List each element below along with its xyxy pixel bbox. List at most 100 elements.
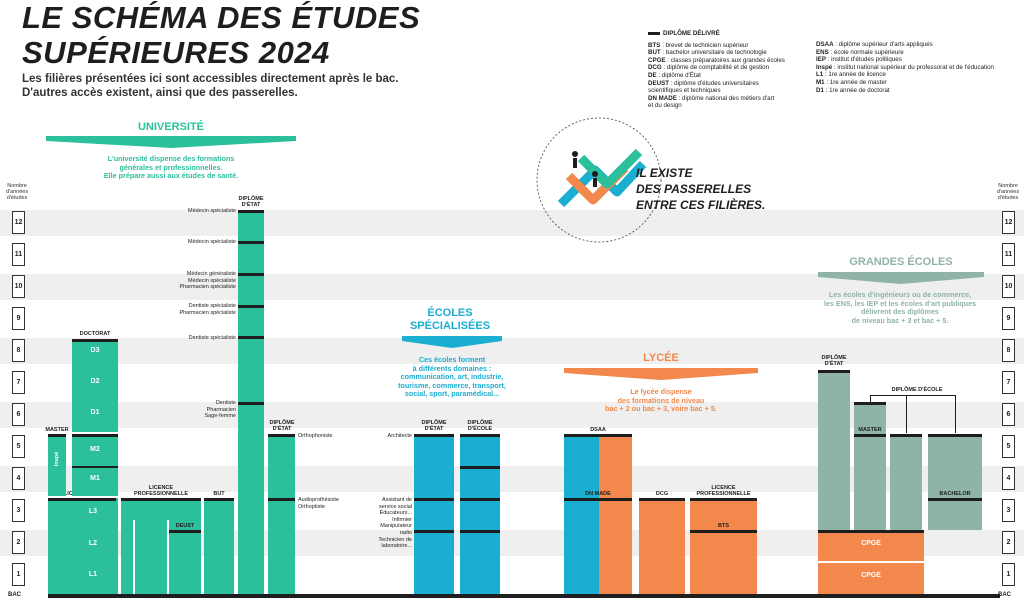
year-band xyxy=(0,338,1024,364)
universite-description: L'université dispense des formations géné… xyxy=(103,154,239,181)
bts-label: BTS xyxy=(718,523,729,529)
ge-col4 xyxy=(928,434,982,530)
lycee-arrow xyxy=(564,368,758,380)
inspe-column xyxy=(48,434,66,496)
grandes-ecoles-description: Les écoles d'ingénieurs ou de commerce, l… xyxy=(823,290,977,325)
legend-left-list: BTS : brevet de technicien supérieur BUT … xyxy=(648,42,785,110)
axis-label-left: Nombre d'années d'études xyxy=(5,183,29,201)
deust-label: DEUST xyxy=(175,523,195,529)
left-item: scientifiques et techniques xyxy=(648,87,721,95)
year-box-left: 8 xyxy=(12,339,25,362)
ecoles-de-cap-2 xyxy=(414,530,454,533)
dnmade-label: DN MADE xyxy=(585,491,611,497)
sante-cap-9 xyxy=(238,305,264,308)
left-item: BTS : brevet de technicien supérieur xyxy=(648,41,749,49)
year-box-left: 4 xyxy=(12,467,25,490)
ecoles-de-label: DIPLÔME D'ÉTAT xyxy=(421,420,447,432)
right-item: L1 : 1re année de licence xyxy=(816,71,886,79)
universite-arrow xyxy=(46,136,296,148)
ge-master-label: MASTER xyxy=(858,427,882,433)
l3-label: L3 xyxy=(88,508,98,515)
ge-bracket-tick1 xyxy=(870,395,871,403)
ge-de-cap xyxy=(818,370,850,373)
ge-col3 xyxy=(890,434,922,530)
m2-label: M2 xyxy=(90,446,100,453)
ecoles-de-cap-3 xyxy=(414,498,454,501)
ecoles-de-cap xyxy=(414,434,454,437)
left-item: DEUST : diplôme d'études universitaires xyxy=(648,79,759,87)
ecoles-dec-label: DIPLÔME D'ÉCOLE xyxy=(467,420,493,432)
ge-bracket-tick3 xyxy=(955,395,956,433)
page-title: LE SCHÉMA DES ÉTUDES SUPÉRIEURES 2024 xyxy=(22,0,421,70)
sante-cap xyxy=(238,210,264,213)
year-box-right: 10 xyxy=(1002,275,1015,298)
note-y8: Dentiste spécialiste xyxy=(188,335,236,341)
passerelles-text: IL EXISTE DES PASSERELLES ENTRE CES FILIÈR… xyxy=(636,166,766,212)
paramedical-column xyxy=(268,434,295,594)
ge-master-column xyxy=(854,402,886,530)
ge-decole-label: DIPLÔME D'ÉCOLE xyxy=(891,387,943,393)
but-cap xyxy=(204,498,234,501)
subtitle: Les filières présentées ici sont accessi… xyxy=(22,73,399,99)
ecoles-arrow xyxy=(402,336,502,348)
licence-pro-gap xyxy=(133,520,135,594)
year-band xyxy=(0,466,1024,492)
year-box-left: 3 xyxy=(12,499,25,522)
licpro-lycee-column xyxy=(690,498,757,594)
dsaa-label: DSAA xyxy=(590,427,606,433)
bts-cap xyxy=(690,530,757,533)
m1-divider xyxy=(72,466,118,468)
doctorat-cap xyxy=(72,339,118,342)
master-cap xyxy=(72,434,118,437)
d3-label: D3 xyxy=(90,347,100,354)
ge-col3-cap xyxy=(890,434,922,437)
year-band xyxy=(0,402,1024,428)
year-box-right: 9 xyxy=(1002,307,1015,330)
sante-cap-8 xyxy=(238,336,264,339)
left-item: DCG : diplôme de comptabilité et de gest… xyxy=(648,64,770,72)
lycee-title: LYCÉE xyxy=(643,352,679,364)
dcg-column xyxy=(639,498,685,594)
year-box-right: 11 xyxy=(1002,243,1015,266)
year-box-left: 7 xyxy=(12,371,25,394)
dsaa-cap xyxy=(564,434,632,437)
dnmade-cap xyxy=(564,498,632,501)
master-column xyxy=(72,434,118,496)
bachelor-cap xyxy=(928,498,982,501)
right-item: Inspé : institut national supérieur du p… xyxy=(816,63,994,71)
l1-label: L1 xyxy=(88,571,98,578)
year-box-right: 1 xyxy=(1002,563,1015,586)
ecoles-dec-column xyxy=(460,434,500,594)
licence-cap xyxy=(48,498,116,501)
note-y12: Médecin spécialiste xyxy=(188,208,236,214)
ge-de-column xyxy=(818,370,850,530)
dsaa-blue-column xyxy=(564,434,599,594)
note-architecte: Architecte xyxy=(387,433,412,439)
d1-label: D1 xyxy=(90,409,100,416)
left-item: BUT : bachelor universitaire de technolo… xyxy=(648,49,767,57)
bac-label-left: BAC xyxy=(8,592,21,598)
d2-label: D2 xyxy=(90,378,100,385)
ecoles-title: ÉCOLES SPÉCIALISÉES xyxy=(409,307,491,332)
but-column xyxy=(204,498,234,594)
left-item: et du design xyxy=(648,102,682,110)
year-box-right: 5 xyxy=(1002,435,1015,458)
cpge-cap xyxy=(818,530,924,533)
year-box-right: 3 xyxy=(1002,499,1015,522)
sante-cap-11 xyxy=(238,241,264,244)
ge-master-cap xyxy=(854,434,886,437)
year-box-left: 11 xyxy=(12,243,25,266)
paramedical-cap xyxy=(268,434,295,437)
diplome-etat-label: DIPLÔME D'ÉTAT xyxy=(238,196,264,208)
licpro-lycee-label: LICENCE PROFESSIONNELLE xyxy=(696,485,751,497)
right-item: M1 : 1re année de master xyxy=(816,78,887,86)
cpge-divider xyxy=(818,561,924,563)
grandes-ecoles-title: GRANDES ÉCOLES xyxy=(849,256,953,268)
dcg-cap xyxy=(639,498,685,501)
legend-right-list: DSAA : diplôme supérieur d'arts appliqué… xyxy=(816,41,994,94)
dcg-label: DCG xyxy=(655,491,669,497)
ecoles-dec-cap xyxy=(460,434,500,437)
inspe-master-label: MASTER xyxy=(45,427,69,433)
paramedical-cap-3 xyxy=(268,498,295,501)
lycee-description: Le lycée dispense des formations de nivea… xyxy=(605,387,717,414)
